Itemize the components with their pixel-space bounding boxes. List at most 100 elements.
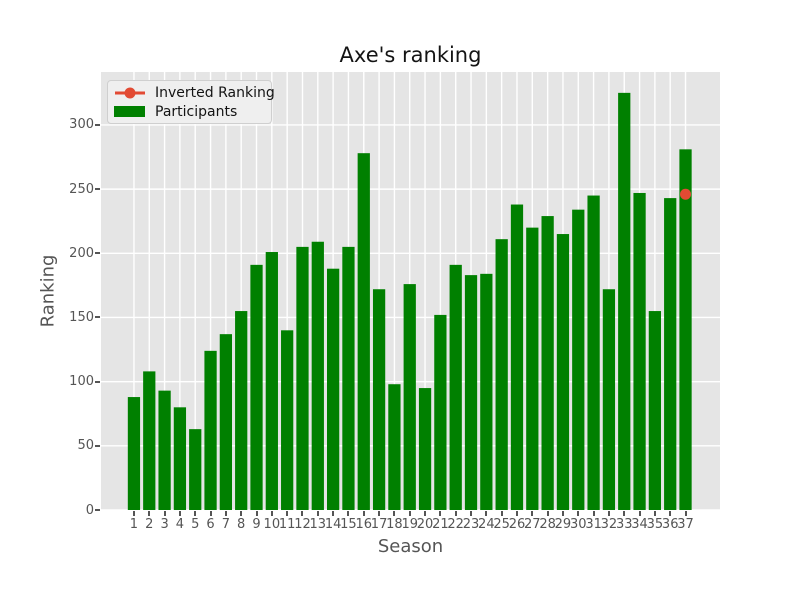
participants-bar [495,239,508,510]
participants-bar [526,227,539,510]
x-tick-mark [332,511,335,516]
x-tick-mark [255,511,258,516]
x-tick-mark [240,511,243,516]
x-tick-label: 37 [677,517,694,532]
x-tick-mark [286,511,289,516]
participants-bar [449,264,462,510]
x-tick-label: 14 [324,517,342,532]
y-tick-label: 250 [69,181,94,197]
x-tick-mark [347,511,350,516]
x-tick-mark [393,511,396,516]
x-tick-mark [485,511,488,516]
x-tick-label: 6 [206,517,215,532]
chart-title: Axe's ranking [339,43,482,67]
legend: Inverted Ranking Participants [107,80,275,124]
participants-bar [541,216,554,510]
x-tick-label: 27 [524,517,541,532]
x-tick-label: 8 [237,517,246,532]
x-tick-label: 11 [278,517,296,532]
x-tick-label: 7 [221,517,230,532]
participants-bar [403,284,416,510]
participants-bar [418,388,432,510]
x-tick-label: 16 [355,517,373,532]
x-tick-mark [439,511,442,516]
x-tick-label: 33 [615,517,633,532]
plot-canvas [101,72,720,510]
x-tick-mark [546,511,549,516]
x-tick-label: 5 [191,517,200,532]
participants-bar [235,311,248,510]
x-tick-label: 18 [386,517,403,532]
x-tick-mark [316,511,319,516]
participants-bar [618,92,631,510]
plot-area [101,72,720,510]
x-tick-label: 31 [585,517,602,532]
participants-bar [464,275,478,510]
participants-bar [556,234,570,510]
y-tick-mark [95,316,100,319]
x-tick-mark [607,511,610,516]
x-tick-mark [561,511,564,516]
y-tick-mark [95,444,100,447]
x-tick-label: 21 [432,517,449,532]
x-tick-label: 32 [600,517,618,532]
y-tick-mark [95,188,100,191]
participants-bar [480,273,493,510]
x-tick-mark [684,511,687,516]
x-tick-mark [148,511,151,516]
x-axis-label: Season [377,536,444,557]
participants-bar [572,209,585,510]
y-tick-label: 0 [85,502,94,518]
x-tick-label: 26 [508,517,526,532]
x-tick-label: 1 [129,517,139,532]
participants-bar [158,390,171,510]
participants-bar [357,153,370,510]
x-tick-mark [301,511,304,516]
participants-bar [587,195,600,510]
x-tick-label: 13 [309,517,327,532]
x-tick-mark [531,511,534,516]
x-tick-mark [378,511,381,516]
participants-bar [143,371,156,510]
y-tick-mark [95,509,100,511]
y-tick-label: 300 [69,117,94,133]
x-tick-mark [638,511,641,516]
x-tick-mark [408,511,411,516]
participants-bar [326,268,340,510]
x-tick-mark [178,511,181,516]
legend-item-participants: Participants [114,102,265,121]
participants-bar [296,246,309,510]
participants-bar [372,289,386,510]
participants-bar [633,192,646,510]
x-tick-mark [577,511,580,516]
x-tick-mark [270,511,273,516]
participants-bar [679,149,692,510]
line-marker-swatch [115,87,145,98]
x-tick-mark [362,511,365,516]
x-tick-mark [209,511,212,516]
x-tick-label: 35 [646,517,664,532]
x-tick-label: 28 [539,517,556,532]
participants-bar [648,311,662,510]
bar-swatch [114,106,145,117]
x-tick-label: 12 [294,517,311,532]
x-tick-label: 25 [493,517,510,532]
participants-bar [311,241,324,510]
participants-bar [388,384,401,510]
legend-item-inverted-ranking: Inverted Ranking [114,83,275,102]
x-tick-label: 9 [252,517,261,532]
x-tick-mark [669,511,672,516]
participants-bar [250,264,263,510]
x-tick-label: 29 [554,517,572,532]
participants-bar [281,330,294,510]
x-tick-mark [500,511,503,516]
participants-bar [342,246,355,510]
participants-bar [664,198,677,510]
x-tick-label: 10 [263,517,281,532]
x-tick-mark [470,511,473,516]
x-tick-mark [132,511,135,516]
x-tick-label: 24 [478,517,495,532]
x-tick-label: 34 [631,517,648,532]
x-tick-mark [424,511,427,516]
